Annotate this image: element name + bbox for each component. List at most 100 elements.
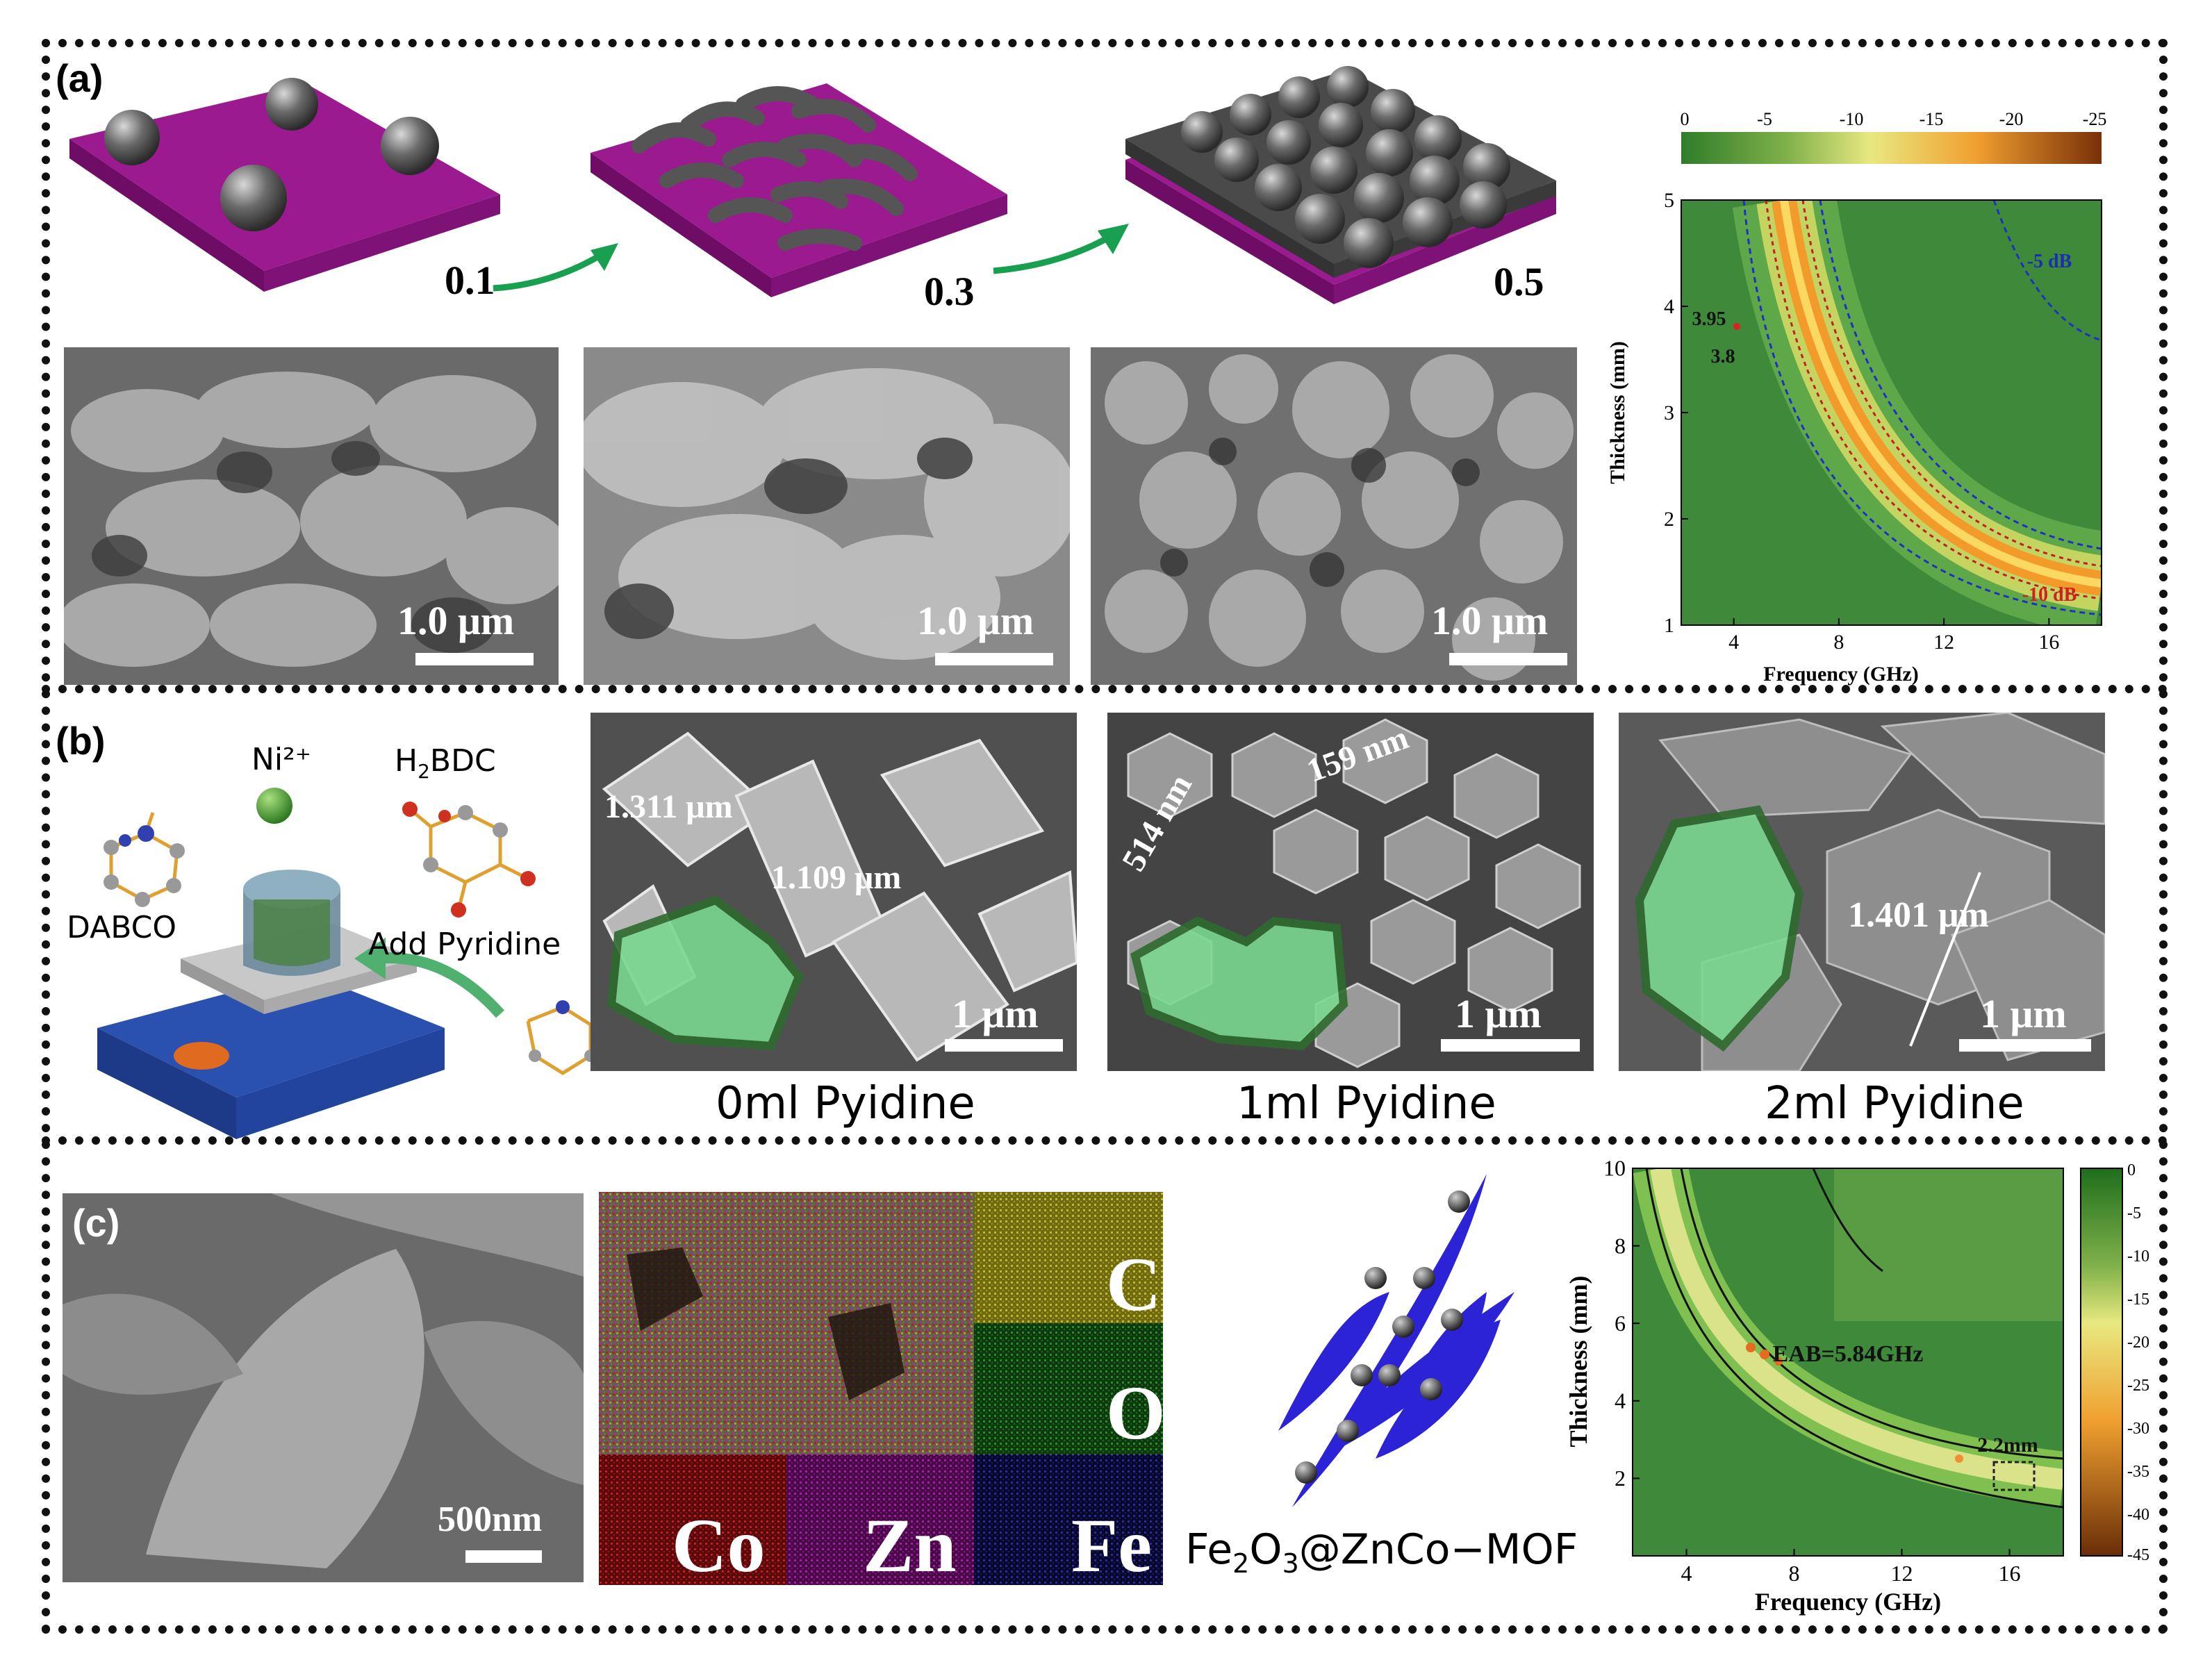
contour-label-5db: -5 dB: [2027, 251, 2072, 272]
scale-label-c: 500nm: [438, 1500, 543, 1539]
synthesis-schematic: [97, 788, 597, 1139]
cbar-a-tick: -10: [1840, 109, 1864, 129]
svg-text:0: 0: [2127, 1161, 2136, 1179]
y-tick-label: 5: [1664, 189, 1674, 212]
panel-label-c: (c): [72, 1201, 120, 1245]
x-tick-label: 12: [1933, 631, 1954, 654]
scale-bar-a2: [935, 653, 1053, 665]
y-tick-label: 6: [1615, 1311, 1626, 1336]
y-tick-label: 1: [1664, 614, 1674, 637]
sem-image-a3: 1.0 μm: [1091, 347, 1577, 685]
svg-text:-40: -40: [2127, 1506, 2149, 1524]
sem-image-c: (c) 500nm: [63, 1193, 584, 1582]
caption-b1: 0ml Pyidine: [716, 1078, 975, 1129]
eds-label-zn: Zn: [863, 1503, 957, 1588]
x-tick-label: 16: [1999, 1561, 2021, 1586]
crystal-overlay-b3: [1635, 805, 1804, 1052]
svg-text:-25: -25: [2127, 1377, 2149, 1395]
eds-label-fe: Fe: [1071, 1503, 1153, 1588]
separator-ab: [42, 685, 2168, 693]
svg-text:-5: -5: [2127, 1204, 2141, 1222]
ni-ion-label: Ni²⁺: [251, 742, 312, 777]
x-tick-label: 8: [1789, 1561, 1800, 1586]
eds-label-o: O: [1106, 1370, 1166, 1455]
panel-label-a: (a): [56, 56, 104, 100]
svg-text:-20: -20: [2127, 1334, 2149, 1352]
svg-text:-30: -30: [2127, 1420, 2149, 1438]
sem-image-b3: 1.401 μm 1 μm: [1619, 713, 2105, 1071]
svg-text:-35: -35: [2127, 1463, 2149, 1481]
x-tick-label: 8: [1833, 631, 1844, 654]
panel-label-b: (b): [56, 719, 106, 763]
dabco-label: DABCO: [67, 910, 176, 945]
scale-label-a2: 1.0 μm: [917, 598, 1034, 643]
cbar-a-tick: -20: [1999, 109, 2024, 129]
caption-b3: 2ml Pyidine: [1765, 1078, 2024, 1129]
y-tick-label: 2: [1664, 508, 1674, 531]
scale-bar-b3: [1959, 1039, 2091, 1052]
y-tick-label: 3: [1664, 401, 1674, 424]
scale-bar-c: [465, 1550, 542, 1563]
xlabel-c: Frequency (GHz): [1755, 1588, 1941, 1616]
green-arrow-2: [993, 224, 1129, 274]
svg-text:-10: -10: [2127, 1247, 2149, 1266]
dim-label-b1-1: 1.311 μm: [604, 788, 733, 825]
y-tick-label: 2: [1615, 1466, 1626, 1491]
scale-label-b1: 1 μm: [952, 991, 1039, 1036]
y-tick-label: 4: [1664, 295, 1674, 318]
caption-b2: 1ml Pyidine: [1237, 1078, 1496, 1129]
eds-label-co: Co: [672, 1503, 766, 1588]
annotation-3.8: 3.8: [1711, 346, 1735, 367]
schematic-full-coating: [1125, 66, 1556, 304]
scale-label-b2: 1 μm: [1455, 991, 1542, 1036]
cbar-a-tick: -5: [1757, 109, 1772, 129]
sem-image-b1: 1.311 μm 1.109 μm 1 μm: [591, 713, 1077, 1071]
dim-label-b3-1: 1.401 μm: [1848, 895, 1989, 935]
mof-formula: Fe2O3@ZnCo−MOF: [1185, 1525, 1578, 1579]
ratio-label-0.3: 0.3: [924, 269, 975, 314]
add-pyridine-label: Add Pyridine: [368, 927, 561, 962]
scale-bar-a1: [415, 653, 534, 665]
separator-bc: [42, 1136, 2168, 1145]
contour-label-10db: -10 dB: [2022, 584, 2077, 606]
eab-annotation: EAB=5.84GHz: [1773, 1341, 1924, 1367]
y-tick-label: 8: [1615, 1233, 1626, 1258]
rl-heatmap-c: EAB=5.84GHz 2.2mm 0 -5 -10 -15 -20 -25 -…: [1565, 1156, 2149, 1616]
scale-label-b3: 1 μm: [1980, 991, 2067, 1036]
annotation-3.95: 3.95: [1692, 308, 1726, 330]
cbar-a-tick: 0: [1681, 109, 1690, 129]
colorbar-ticks-c: 0 -5 -10 -15 -20 -25 -30 -35 -40 -45: [2127, 1161, 2149, 1564]
marker-point: [1733, 323, 1740, 330]
scale-bar-b2: [1441, 1039, 1580, 1052]
colorbar-c: [2080, 1168, 2123, 1557]
figure-frame: [42, 39, 2168, 1634]
h2bdc-label: H2BDC: [395, 743, 496, 783]
schematic-sparse-particles: [69, 78, 500, 292]
ratio-label-0.5: 0.5: [1494, 259, 1544, 304]
y-tick-label: 10: [1603, 1156, 1626, 1181]
sem-image-a1: 1.0 μm: [64, 347, 559, 685]
xlabel-a: Frequency (GHz): [1763, 663, 1919, 686]
crystal-overlay-b2: [1130, 916, 1348, 1051]
x-tick-label: 16: [2038, 631, 2059, 654]
ylabel-c: Thickness (mm): [1565, 1275, 1592, 1447]
colorbar-ticks-a: 0 -5 -10 -15 -20 -25: [1681, 109, 2107, 129]
scale-bar-a3: [1449, 653, 1567, 665]
scale-label-a1: 1.0 μm: [397, 598, 515, 643]
eds-label-c: C: [1106, 1242, 1162, 1327]
crystal-overlay-b1: [606, 895, 804, 1051]
svg-text:-15: -15: [2127, 1291, 2149, 1309]
axes-c: 4 8 12 16 2 4 6 8 10: [1603, 1156, 2021, 1586]
y-tick-label: 4: [1615, 1388, 1626, 1413]
scale-label-a3: 1.0 μm: [1431, 598, 1549, 643]
green-arrow-1: [493, 243, 618, 292]
cbar-a-tick: -25: [2083, 109, 2107, 129]
sem-image-b2: 514 nm 159 nm 1 μm: [1107, 713, 1594, 1071]
ni-ion-sphere: [256, 788, 292, 824]
ratio-label-0.1: 0.1: [445, 258, 495, 303]
colorbar-a: [1681, 132, 2102, 164]
x-tick-label: 12: [1891, 1561, 1913, 1586]
schematic-partial-coating: [591, 83, 1007, 297]
sem-image-a2: 1.0 μm: [584, 347, 1070, 685]
eds-mapping: C O Co Zn Fe: [599, 1192, 1166, 1588]
